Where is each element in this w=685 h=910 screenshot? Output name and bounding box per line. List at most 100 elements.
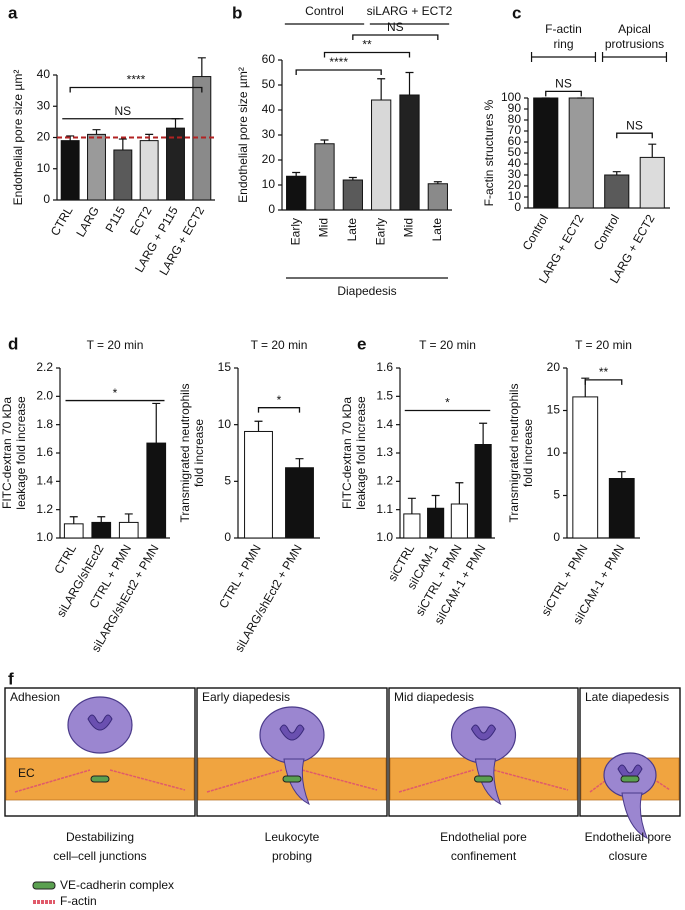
x-tick-label: Mid (317, 218, 331, 237)
y-axis-label: F-actin structures % (482, 99, 496, 206)
panel-label: f (8, 669, 14, 688)
y-tick-label: 10 (218, 417, 232, 431)
y-tick-label: 1.6 (36, 445, 53, 459)
chart-title: T = 20 min (251, 338, 308, 352)
y-tick-label: 10 (37, 161, 51, 175)
bar (139, 140, 159, 201)
y-tick-label: 0 (224, 530, 231, 544)
protrusion (621, 792, 648, 840)
group-label: siLARG + ECT2 (367, 4, 453, 18)
bar (427, 183, 448, 211)
y-tick-label: 1.8 (36, 417, 53, 431)
error-bar (197, 57, 206, 77)
y-tick-label: 20 (547, 360, 561, 374)
bar (403, 513, 421, 539)
nucleus (279, 724, 305, 741)
y-tick-label: 60 (508, 134, 522, 148)
panel-label: d (8, 334, 18, 353)
x-axis-label: Diapedesis (337, 284, 396, 298)
error-bar (171, 118, 180, 129)
panel-label: a (8, 3, 18, 22)
error-bar (295, 458, 304, 468)
bar (568, 97, 594, 209)
group-label: F-actin (545, 22, 582, 36)
y-tick-label: 10 (547, 445, 561, 459)
bar (63, 523, 84, 539)
y-tick-label: 1.2 (376, 474, 393, 488)
y-tick-label: 30 (508, 167, 522, 181)
y-tick-label: 1.2 (36, 502, 53, 516)
error-bar (152, 402, 161, 444)
significance-bracket (584, 379, 623, 385)
stage-caption: closure (609, 849, 648, 863)
significance-label: **** (329, 55, 348, 69)
y-tick-label: 15 (218, 360, 232, 374)
y-tick-label: 1.4 (376, 417, 393, 431)
error-bar (97, 516, 106, 523)
stage-caption: Destabilizing (66, 830, 134, 844)
y-tick-label: 40 (508, 156, 522, 170)
error-bar (433, 181, 442, 184)
y-tick-label: 50 (508, 145, 522, 159)
y-tick-label: 1.0 (376, 530, 393, 544)
significance-label: NS (387, 20, 404, 34)
error-bar (431, 494, 440, 509)
stage-caption: Endothelial pore (585, 830, 672, 844)
group-label: Control (305, 4, 344, 18)
chart-title: T = 20 min (419, 338, 476, 352)
bar (60, 140, 80, 201)
x-tick-label: CTRL (48, 204, 76, 238)
legend-label: F-actin (60, 894, 97, 908)
error-bar (612, 171, 621, 175)
y-tick-label: 1.5 (376, 389, 393, 403)
ve-cadherin (282, 775, 302, 783)
error-bar (479, 422, 488, 445)
y-tick-label: 20 (262, 152, 276, 166)
y-tick-label: 30 (37, 98, 51, 112)
legend-swatch (32, 881, 56, 890)
significance-label: ** (362, 38, 372, 52)
significance-label: NS (555, 77, 572, 91)
significance-bracket (323, 51, 411, 58)
x-tick-label: ECT2 (127, 204, 155, 238)
y-axis-label: fold increase (521, 419, 535, 487)
bar (314, 143, 335, 211)
x-tick-label: Early (373, 218, 387, 245)
stage-caption: cell–cell junctions (53, 849, 146, 863)
x-tick-label: Late (345, 218, 359, 242)
y-tick-label: 60 (262, 52, 276, 66)
legend-label: VE-cadherin complex (60, 878, 174, 892)
y-tick-label: 0 (43, 192, 50, 206)
bar (285, 467, 314, 539)
error-bar (405, 71, 414, 95)
y-tick-label: 70 (508, 123, 522, 137)
significance-label: * (277, 393, 282, 407)
bar (608, 478, 635, 539)
significance-label: ** (599, 365, 609, 379)
y-axis-label: fold increase (192, 419, 206, 487)
y-tick-label: 40 (262, 102, 276, 116)
bar (427, 507, 445, 539)
y-tick-label: 0 (553, 530, 560, 544)
significance-label: NS (114, 104, 131, 118)
bar (166, 127, 185, 201)
error-bar (69, 516, 78, 524)
nucleus (470, 724, 497, 741)
y-axis-label: Endothelial pore size µm² (11, 70, 25, 206)
bar (572, 396, 599, 539)
error-bar (407, 497, 416, 514)
group-line (601, 52, 668, 62)
panel-label: c (512, 3, 521, 22)
bar (399, 94, 420, 211)
y-tick-label: 1.0 (36, 530, 53, 544)
significance-bracket (257, 407, 301, 413)
panel-label: b (232, 3, 242, 22)
significance-label: * (445, 396, 450, 410)
error-bar (92, 129, 101, 135)
y-axis-label: Transmigrated neutrophils (178, 384, 192, 523)
chart-title: T = 20 min (87, 338, 144, 352)
group-line (530, 52, 597, 62)
bar (450, 503, 468, 539)
error-bar (455, 482, 464, 504)
y-axis-label: leakage fold increase (14, 396, 28, 510)
